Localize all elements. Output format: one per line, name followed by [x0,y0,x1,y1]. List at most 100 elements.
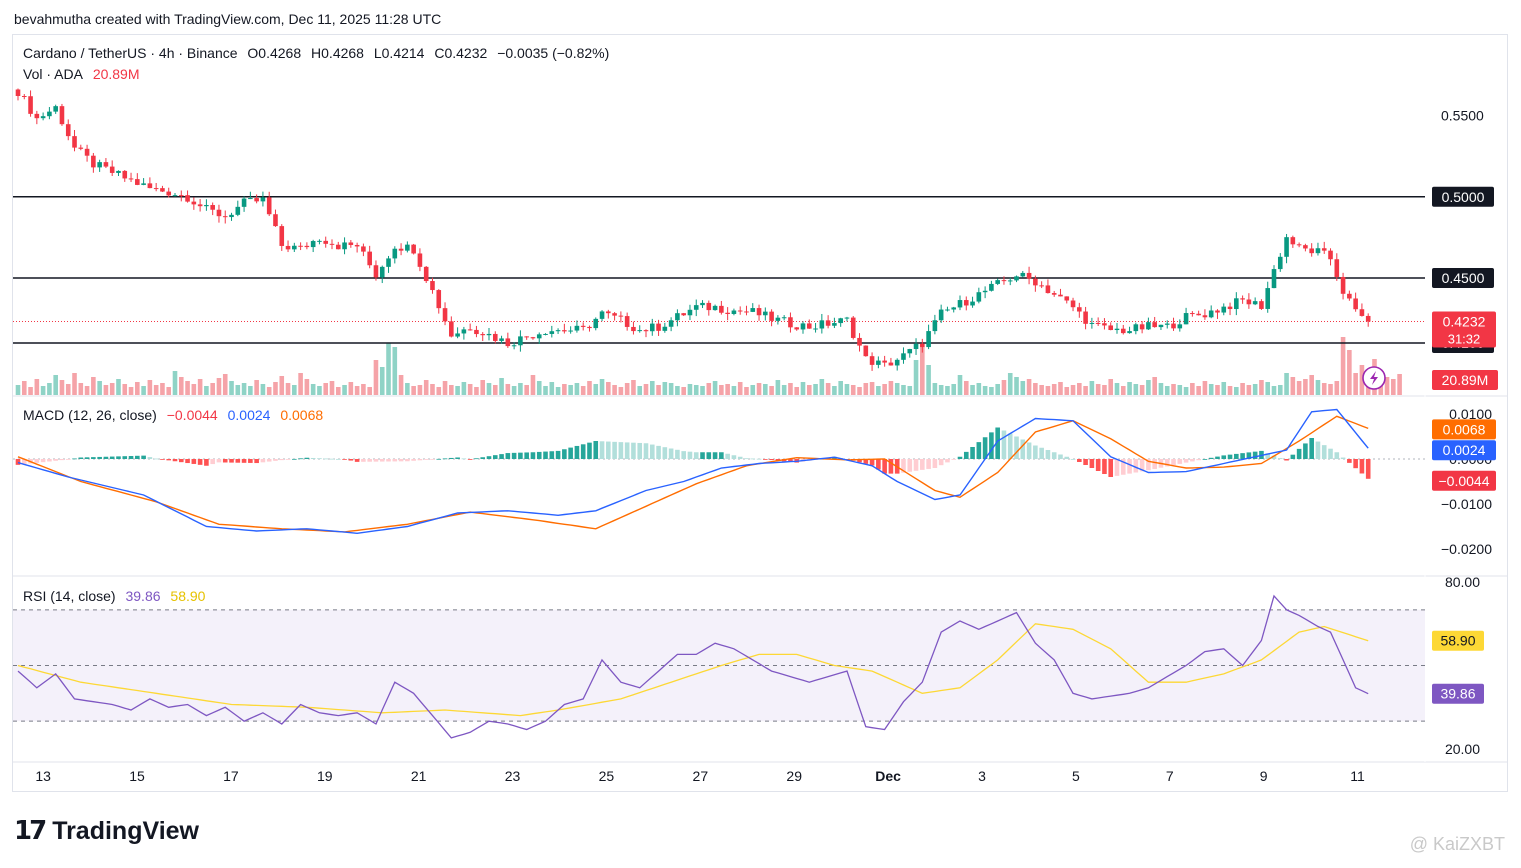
macd-histogram-bar [970,447,975,459]
macd-histogram-bar [606,441,611,459]
rsi-label[interactable]: RSI (14, close) [23,588,116,604]
macd-histogram-bar [97,456,102,459]
time-tick-label: 27 [693,768,709,784]
macd-histogram-bar [1284,459,1289,461]
macd-histogram-bar [731,455,737,459]
candle-body [361,246,366,252]
volume-bar [1164,386,1170,395]
symbol-title[interactable]: Cardano / TetherUS · 4h · Binance [23,45,238,61]
candle-body [989,283,994,291]
volume-bar [857,387,862,395]
macd-histogram-bar [938,459,944,466]
candle-body [166,191,172,196]
candle-body [65,124,71,137]
price-legend: Cardano / TetherUS · 4h · Binance O0.426… [23,45,615,61]
ohlc-change: −0.0035 (−0.82%) [497,45,610,61]
volume-bar [1246,385,1252,395]
volume-bar [53,375,58,395]
candle-body [800,323,806,330]
macd-histogram-bar [135,455,140,459]
volume-bar [335,387,341,395]
volume-bar [1095,384,1101,395]
candle-body [806,323,812,329]
candle-body [656,323,661,331]
candle-body [141,183,146,185]
volume-bar [781,385,787,395]
macd-histogram-bar [197,459,203,465]
candle-body [1303,245,1308,249]
candle-body [832,323,837,326]
macd-histogram-bar [869,459,875,466]
candle-body [411,244,416,254]
candle-body [160,188,165,192]
candle-body [555,330,561,332]
volume-bar [241,383,247,395]
volume-bar [1391,379,1396,395]
candle-body [474,329,479,335]
volume-bar [1290,377,1296,395]
time-tick-label: 5 [1072,768,1080,784]
volume-bar [518,383,523,395]
macd-line [17,408,1369,535]
volume-bar [587,381,592,395]
macd-signal-line [17,415,1369,533]
volume-bar [505,384,511,395]
macd-label[interactable]: MACD (12, 26, close) [23,407,157,423]
volume-bar [970,385,975,395]
volume-bar [361,384,366,395]
candle-body [518,336,523,346]
candle-body [681,313,686,316]
macd-histogram-bar [1114,459,1120,476]
time-tick-label: 29 [786,768,802,784]
volume-bar [474,387,479,395]
time-tick-label: 15 [129,768,145,784]
volume-label[interactable]: Vol · ADA [23,66,83,82]
macd-value-badge: 0.0024 [1432,440,1496,461]
volume-bar [1014,377,1019,395]
volume-bar [235,385,241,395]
volume-bar [216,378,222,395]
volume-bar [938,385,944,395]
volume-bar [442,381,448,395]
candle-body [122,170,128,179]
lightning-icon[interactable] [1362,366,1386,390]
volume-bar [1045,386,1051,395]
volume-bar [574,383,580,395]
volume-bar [317,386,322,395]
tradingview-logo[interactable]: 17 TradingView [14,816,199,846]
candle-body [850,317,856,338]
macd-histogram-bar [725,453,730,459]
candle-body [938,309,944,321]
volume-bar [769,386,774,395]
volume-bar [719,385,724,395]
volume-bar [499,378,504,395]
macd-histogram-bar [1309,438,1314,459]
macd-histogram-bar [763,459,768,460]
candle-body [1296,244,1302,246]
tradingview-logo-icon: 17 [14,816,47,846]
candle-body [599,311,605,319]
candle-body [888,362,894,366]
candle-body [172,195,178,197]
volume-bar [957,375,963,395]
macd-histogram-bar [21,459,27,465]
volume-bar [467,384,473,395]
candle-body [1089,322,1095,324]
macd-histogram-bar [116,456,121,459]
candle-body [725,312,730,314]
macd-tick-label: −0.0100 [1441,496,1492,512]
macd-histogram-bar [185,459,190,464]
volume-bar [901,385,906,395]
candle-body [367,251,372,266]
macd-histogram-bar [587,442,592,459]
macd-histogram-bar [1095,459,1101,471]
candle-body [580,325,586,327]
candle-body [543,333,548,335]
horizontal-lines[interactable] [13,195,1425,344]
macd-histogram-bar [543,451,548,459]
candle-body [197,204,203,207]
candle-body [91,155,96,168]
candle-body [1271,269,1277,289]
macd-histogram-bar [480,457,486,459]
